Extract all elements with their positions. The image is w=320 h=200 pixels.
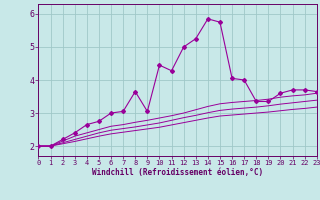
X-axis label: Windchill (Refroidissement éolien,°C): Windchill (Refroidissement éolien,°C) [92, 168, 263, 177]
